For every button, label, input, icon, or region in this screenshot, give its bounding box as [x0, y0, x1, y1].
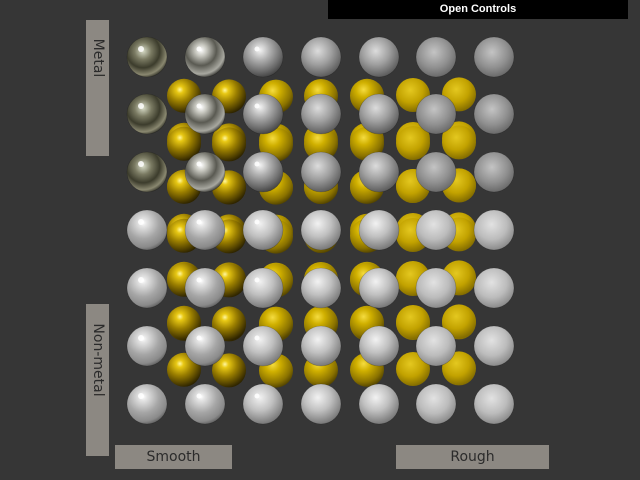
sphere-highlight: [138, 219, 144, 225]
gold-sphere: [212, 353, 246, 388]
sphere-highlight: [254, 335, 260, 341]
material-sphere: [415, 36, 457, 78]
sphere-highlight: [196, 103, 202, 109]
material-sphere: [358, 383, 400, 425]
sphere-highlight: [254, 161, 260, 167]
material-sphere: [242, 151, 284, 193]
sphere-highlight: [196, 219, 202, 225]
gold-sphere: [442, 304, 476, 339]
material-sphere: [473, 36, 515, 78]
material-sphere: [415, 325, 457, 367]
material-sphere: [242, 325, 284, 367]
sphere-highlight: [254, 393, 260, 399]
material-sphere: [415, 93, 457, 135]
gold-sphere: [350, 126, 384, 161]
material-sphere: [473, 93, 515, 135]
material-sphere: [126, 325, 168, 367]
smooth-axis-label: Smooth: [115, 445, 232, 469]
material-sphere: [300, 267, 342, 309]
non-metal-axis-label: Non-metal: [86, 304, 109, 456]
material-sphere: [473, 267, 515, 309]
material-sphere: [300, 151, 342, 193]
material-sphere: [415, 267, 457, 309]
material-sphere: [415, 209, 457, 251]
material-sphere: [300, 325, 342, 367]
material-sphere: [126, 151, 168, 193]
sphere-highlight: [196, 46, 202, 52]
gold-sphere: [442, 351, 476, 386]
sphere-highlight: [196, 335, 202, 341]
material-sphere: [126, 383, 168, 425]
silver-sphere-layer: [126, 36, 515, 425]
material-sphere: [242, 209, 284, 251]
sphere-highlight: [254, 103, 260, 109]
material-sphere: [358, 151, 400, 193]
gold-sphere: [396, 305, 430, 339]
material-sphere: [242, 267, 284, 309]
gold-sphere: [212, 127, 246, 162]
material-sphere: [358, 209, 400, 251]
gold-sphere: [396, 126, 430, 160]
sphere-highlight: [196, 393, 202, 399]
material-sphere: [358, 267, 400, 309]
material-sphere: [184, 325, 226, 367]
sphere-highlight: [138, 335, 144, 341]
material-sphere: [473, 383, 515, 425]
material-sphere: [473, 209, 515, 251]
sphere-highlight: [138, 161, 144, 167]
non-metal-label-text: Non-metal: [89, 323, 106, 397]
sphere-highlight: [138, 393, 144, 399]
material-sphere: [184, 36, 226, 78]
material-sphere: [126, 36, 168, 78]
sphere-highlight: [254, 277, 260, 283]
material-sphere: [126, 93, 168, 135]
material-sphere: [184, 267, 226, 309]
material-sphere: [415, 383, 457, 425]
gold-sphere: [442, 125, 476, 160]
sphere-highlight: [196, 161, 202, 167]
metal-label-text: Metal: [89, 38, 106, 78]
material-sphere: [184, 209, 226, 251]
material-sphere: [242, 383, 284, 425]
material-sphere: [415, 151, 457, 193]
material-sphere: [300, 93, 342, 135]
material-sphere: [358, 36, 400, 78]
material-sphere: [473, 325, 515, 367]
material-sphere: [300, 36, 342, 78]
sphere-highlight: [196, 277, 202, 283]
material-sphere: [473, 151, 515, 193]
material-sphere: [358, 325, 400, 367]
rough-axis-label: Rough: [396, 445, 549, 469]
material-sphere: [300, 383, 342, 425]
material-sphere: [184, 93, 226, 135]
sphere-highlight: [138, 103, 144, 109]
open-controls-button[interactable]: Open Controls: [328, 0, 628, 19]
metal-axis-label: Metal: [86, 20, 109, 156]
material-sphere: [184, 383, 226, 425]
material-sphere: [358, 93, 400, 135]
material-sphere: [300, 209, 342, 251]
sphere-highlight: [138, 277, 144, 283]
material-sphere: [242, 93, 284, 135]
sphere-highlight: [254, 219, 260, 225]
material-sphere: [126, 267, 168, 309]
sphere-highlight: [138, 46, 144, 52]
gold-sphere: [167, 126, 201, 161]
material-sphere: [184, 151, 226, 193]
material-sphere: [126, 209, 168, 251]
gold-sphere: [396, 352, 430, 386]
material-sphere: [242, 36, 284, 78]
gold-sphere: [304, 127, 338, 161]
gold-sphere: [212, 306, 246, 341]
sphere-highlight: [254, 46, 260, 52]
